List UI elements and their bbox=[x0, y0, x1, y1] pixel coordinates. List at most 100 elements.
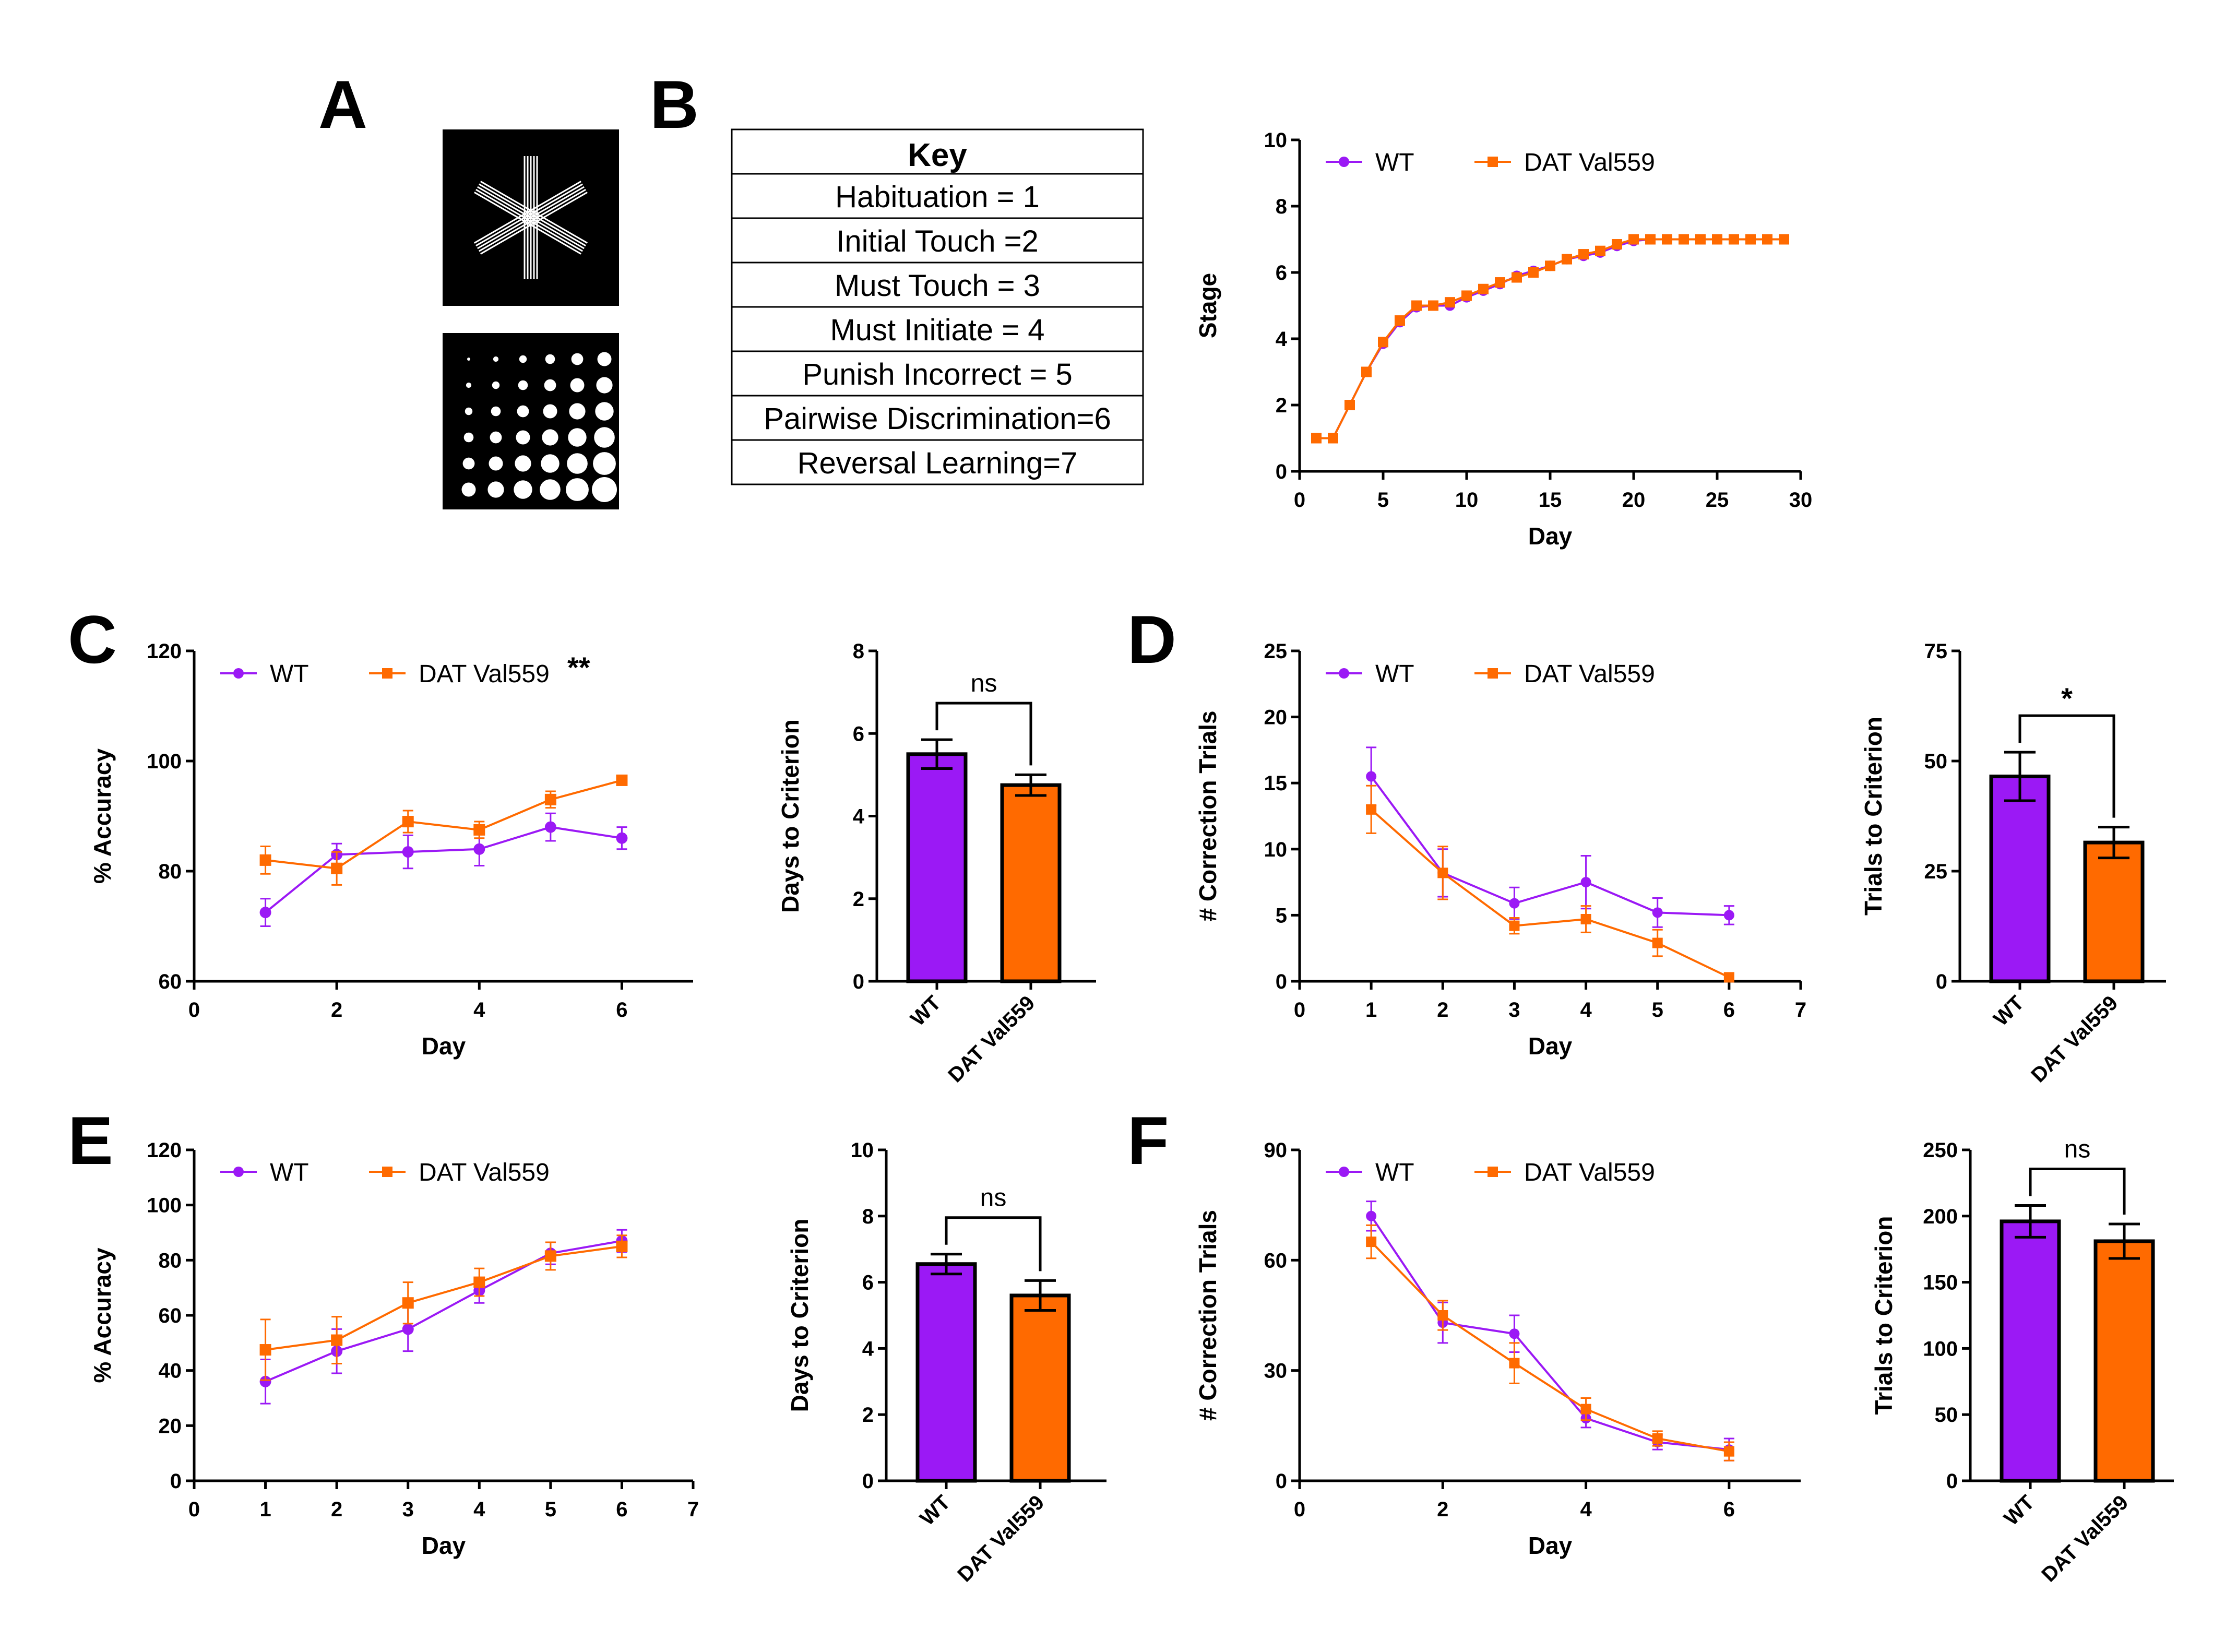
y-tick-label: 100 bbox=[147, 1194, 182, 1217]
key-item: Punish Incorrect = 5 bbox=[802, 358, 1072, 391]
data-point-dat bbox=[1628, 234, 1639, 245]
legend-dat-label: DAT Val559 bbox=[1524, 660, 1655, 688]
data-point-dat bbox=[1712, 234, 1722, 245]
legend-wt-marker bbox=[1339, 1167, 1349, 1177]
y-tick-label: 80 bbox=[159, 860, 182, 883]
y-tick-label: 20 bbox=[1264, 706, 1288, 729]
data-point-wt bbox=[1366, 771, 1377, 782]
stimulus-dot bbox=[462, 457, 475, 470]
legend-wt-marker bbox=[1339, 157, 1349, 167]
key-item: Initial Touch =2 bbox=[836, 224, 1038, 258]
legend-dat-label: DAT Val559 bbox=[1524, 149, 1655, 176]
category-label: WT bbox=[915, 1491, 955, 1530]
data-point-wt bbox=[1366, 1210, 1377, 1221]
x-tick-label: 0 bbox=[1294, 1498, 1305, 1521]
x-tick-label: 2 bbox=[331, 999, 342, 1021]
stimulus-dot bbox=[594, 427, 615, 448]
legend-wt-label: WT bbox=[1375, 660, 1414, 688]
x-tick-label: 0 bbox=[188, 1498, 200, 1521]
x-tick-label: 5 bbox=[1377, 489, 1389, 512]
x-axis-label: Day bbox=[422, 1532, 466, 1559]
x-axis-label: Day bbox=[1528, 1532, 1573, 1559]
data-point-dat bbox=[616, 774, 628, 786]
data-point-dat bbox=[544, 793, 556, 805]
key-item: Must Initiate = 4 bbox=[830, 313, 1044, 347]
y-tick-label: 8 bbox=[853, 640, 864, 663]
data-point-dat bbox=[473, 1276, 485, 1288]
legend-dat-marker bbox=[1488, 157, 1498, 167]
series-line-dat bbox=[1370, 809, 1730, 979]
data-point-dat bbox=[1652, 937, 1663, 948]
panel-label-b: B bbox=[650, 66, 699, 142]
x-tick-label: 25 bbox=[1706, 489, 1729, 512]
stimulus-dot bbox=[544, 379, 556, 391]
series-line-wt bbox=[265, 826, 622, 913]
stimulus-dot bbox=[597, 352, 612, 366]
data-point-dat bbox=[1344, 400, 1355, 410]
data-point-dat bbox=[331, 862, 343, 874]
x-tick-label: 2 bbox=[1437, 1498, 1448, 1521]
stimulus-dot bbox=[487, 481, 504, 498]
y-tick-label: 20 bbox=[159, 1415, 182, 1437]
legend-dat-marker bbox=[382, 668, 392, 679]
y-tick-label: 0 bbox=[170, 1470, 182, 1493]
data-point-dat bbox=[1679, 234, 1689, 245]
x-axis-label: Day bbox=[422, 1032, 466, 1060]
legend-dat-marker bbox=[1488, 668, 1498, 679]
data-point-dat bbox=[1595, 245, 1605, 256]
stimulus-dot bbox=[592, 477, 617, 502]
y-tick-label: 50 bbox=[1924, 750, 1948, 773]
y-axis-label: Days to Criterion bbox=[777, 719, 804, 913]
dot-grid-stimulus-icon bbox=[443, 333, 619, 509]
stimulus-dot bbox=[596, 377, 613, 394]
stimulus-dot bbox=[540, 479, 561, 500]
data-point-dat bbox=[1580, 1404, 1591, 1415]
data-point-dat bbox=[259, 1344, 271, 1356]
y-tick-label: 4 bbox=[1276, 328, 1288, 351]
x-tick-label: 10 bbox=[1455, 489, 1479, 512]
y-axis-label: Trials to Criterion bbox=[1870, 1216, 1897, 1415]
key-item: Habituation = 1 bbox=[835, 180, 1040, 214]
data-point-dat bbox=[1366, 1237, 1377, 1247]
bar-dat bbox=[2083, 840, 2145, 983]
x-tick-label: 4 bbox=[1580, 999, 1592, 1021]
legend-wt-label: WT bbox=[1375, 149, 1414, 176]
y-tick-label: 0 bbox=[862, 1470, 874, 1493]
data-point-dat bbox=[1562, 254, 1572, 265]
y-tick-label: 2 bbox=[862, 1404, 874, 1427]
stimulus-dot bbox=[466, 382, 472, 388]
y-tick-label: 0 bbox=[1276, 1470, 1287, 1493]
key-item: Reversal Learning=7 bbox=[798, 446, 1078, 480]
y-tick-label: 6 bbox=[1276, 262, 1287, 284]
stimulus-dot bbox=[543, 404, 557, 419]
significance-label: * bbox=[2061, 682, 2073, 715]
significance-bracket bbox=[2018, 714, 2115, 818]
data-point-dat bbox=[1512, 272, 1522, 283]
stimulus-dot bbox=[492, 381, 500, 389]
data-point-dat bbox=[1395, 315, 1405, 326]
category-label: WT bbox=[906, 991, 945, 1030]
stimulus-dot bbox=[568, 428, 587, 447]
stimulus-dot bbox=[542, 429, 558, 446]
x-tick-label: 6 bbox=[616, 999, 627, 1021]
stimulus-dot bbox=[491, 406, 501, 417]
data-point-dat bbox=[1578, 249, 1589, 260]
y-tick-label: 80 bbox=[159, 1249, 182, 1272]
y-tick-label: 2 bbox=[853, 888, 864, 911]
data-point-dat bbox=[1366, 804, 1377, 815]
x-tick-label: 0 bbox=[1294, 489, 1305, 512]
chart-d-correction-line: 0 5 10 15 20 25 0 1 2 3 4 5 6 7 Day # Correction Trials… bbox=[1194, 640, 1806, 1060]
data-point-wt bbox=[402, 846, 414, 858]
data-point-dat bbox=[1745, 234, 1756, 245]
y-tick-label: 2 bbox=[1276, 394, 1287, 417]
y-tick-label: 10 bbox=[1264, 129, 1288, 152]
x-tick-label: 5 bbox=[545, 1498, 556, 1521]
bar-wt bbox=[915, 1262, 977, 1483]
y-tick-label: 100 bbox=[1923, 1337, 1958, 1360]
chart-f-correction-line: 0 30 60 90 0 2 4 6 Day # Correction Trials WT DAT V… bbox=[1194, 1139, 1801, 1559]
data-point-dat bbox=[1445, 297, 1455, 308]
y-tick-label: 25 bbox=[1264, 640, 1288, 663]
y-tick-label: 60 bbox=[159, 1304, 182, 1327]
data-point-dat bbox=[1762, 234, 1772, 245]
y-tick-label: 250 bbox=[1923, 1139, 1958, 1162]
